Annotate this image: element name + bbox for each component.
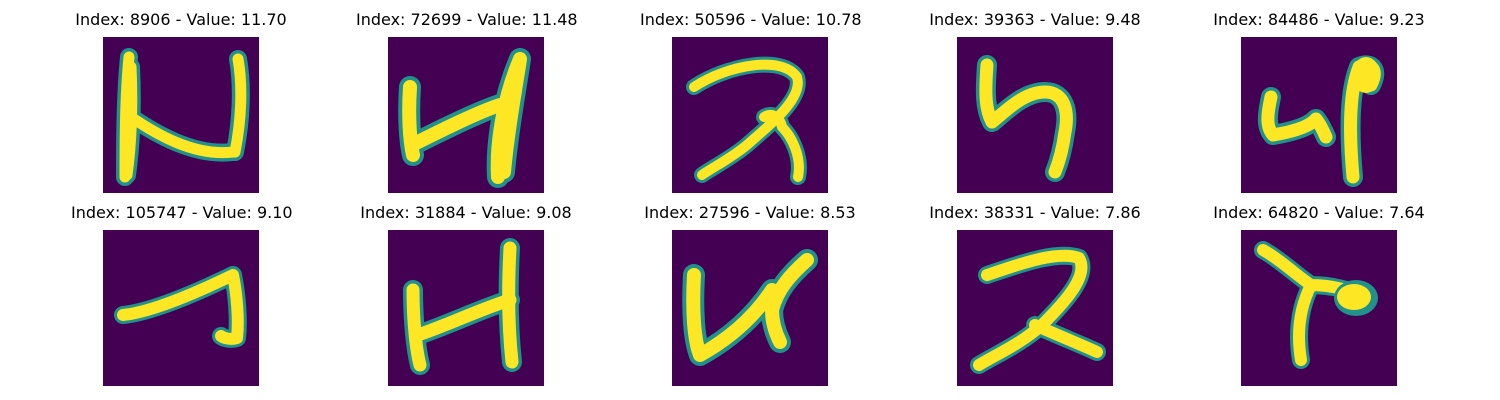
digit-image-6	[103, 230, 259, 386]
panel-title: Index: 72699 - Value: 11.48	[356, 10, 578, 29]
digit-image-4	[957, 37, 1113, 193]
panel-title: Index: 38331 - Value: 7.86	[929, 203, 1141, 222]
digit-image-1	[103, 37, 259, 193]
digit-image-10	[1241, 230, 1397, 386]
digit-image-7	[388, 230, 544, 386]
panel-title: Index: 64820 - Value: 7.64	[1213, 203, 1425, 222]
panel-title: Index: 39363 - Value: 9.48	[929, 10, 1141, 29]
panel-title: Index: 8906 - Value: 11.70	[75, 10, 287, 29]
digit-image-2	[388, 37, 544, 193]
panel-title: Index: 27596 - Value: 8.53	[644, 203, 856, 222]
digit-image-5	[1241, 37, 1397, 193]
panel-title: Index: 31884 - Value: 9.08	[360, 203, 572, 222]
panel-title: Index: 84486 - Value: 9.23	[1213, 10, 1425, 29]
digit-image-9	[957, 230, 1113, 386]
digit-image-8	[672, 230, 828, 386]
digit-image-3	[672, 37, 828, 193]
panel-title: Index: 105747 - Value: 9.10	[71, 203, 293, 222]
panel-title: Index: 50596 - Value: 10.78	[640, 10, 862, 29]
